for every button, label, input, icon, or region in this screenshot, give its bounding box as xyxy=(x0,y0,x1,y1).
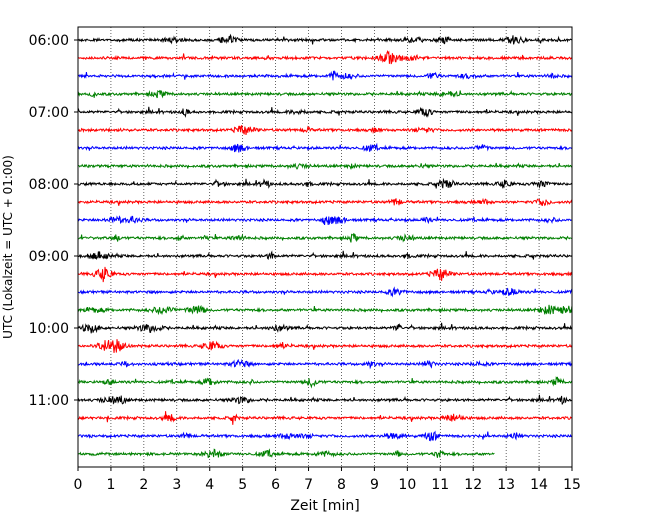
trace-0700 xyxy=(77,106,573,118)
trace-1100 xyxy=(77,394,573,405)
y-tick-label: 07:00 xyxy=(29,105,69,121)
trace-1115 xyxy=(77,411,572,425)
trace-0815 xyxy=(77,197,573,207)
trace-0930 xyxy=(77,286,573,298)
x-tick-label: 10 xyxy=(398,477,416,493)
x-tick-label: 4 xyxy=(205,477,214,493)
trace-0900 xyxy=(77,250,573,261)
trace-0600 xyxy=(77,33,572,45)
x-tick-label: 12 xyxy=(464,477,482,493)
y-tick-label: 08:00 xyxy=(29,177,69,193)
trace-1045 xyxy=(77,376,573,389)
x-tick-label: 1 xyxy=(106,477,115,493)
y-axis-ticks: 06:00 07:00 08:00 09:00 10:00 11:00 xyxy=(29,33,78,409)
x-tick-label: 11 xyxy=(431,477,449,493)
x-tick-label: 6 xyxy=(271,477,280,493)
x-tick-label: 3 xyxy=(172,477,181,493)
trace-0745 xyxy=(77,162,572,170)
y-tick-label: 10:00 xyxy=(29,321,69,337)
plot-frame xyxy=(77,26,573,468)
trace-1015 xyxy=(77,339,573,353)
trace-0845 xyxy=(77,232,572,243)
seismic-traces xyxy=(77,33,573,459)
x-tick-label: 13 xyxy=(497,477,515,493)
trace-0830 xyxy=(77,215,572,226)
y-tick-label: 11:00 xyxy=(29,393,69,409)
trace-0800 xyxy=(77,177,573,189)
x-tick-label: 7 xyxy=(304,477,313,493)
x-tick-label: 5 xyxy=(238,477,247,493)
x-tick-label: 14 xyxy=(530,477,548,493)
x-axis-label: Zeit [min] xyxy=(290,498,359,514)
trace-1000 xyxy=(77,322,573,334)
trace-1145 xyxy=(77,448,495,459)
trace-0715 xyxy=(77,124,573,135)
y-axis-label: UTC (Lokalzeit = UTC + 01:00) xyxy=(1,155,15,339)
trace-0630 xyxy=(77,70,573,81)
trace-0615 xyxy=(77,49,573,65)
x-tick-label: 8 xyxy=(337,477,346,493)
trace-0645 xyxy=(77,89,573,99)
y-tick-label: 09:00 xyxy=(29,249,69,265)
x-tick-label: 0 xyxy=(74,477,83,493)
trace-0915 xyxy=(77,266,573,283)
x-tick-label: 2 xyxy=(139,477,148,493)
x-tick-label: 15 xyxy=(563,477,581,493)
trace-1030 xyxy=(77,358,573,370)
trace-0945 xyxy=(77,304,573,316)
trace-0730 xyxy=(77,142,573,153)
x-axis-ticks: 0 1 2 3 4 5 6 7 8 9 10 11 12 13 14 15 xyxy=(74,467,581,493)
y-tick-label: 06:00 xyxy=(29,33,69,49)
vertical-gridlines xyxy=(110,27,540,467)
trace-1130 xyxy=(77,430,572,442)
x-tick-label: 9 xyxy=(370,477,379,493)
